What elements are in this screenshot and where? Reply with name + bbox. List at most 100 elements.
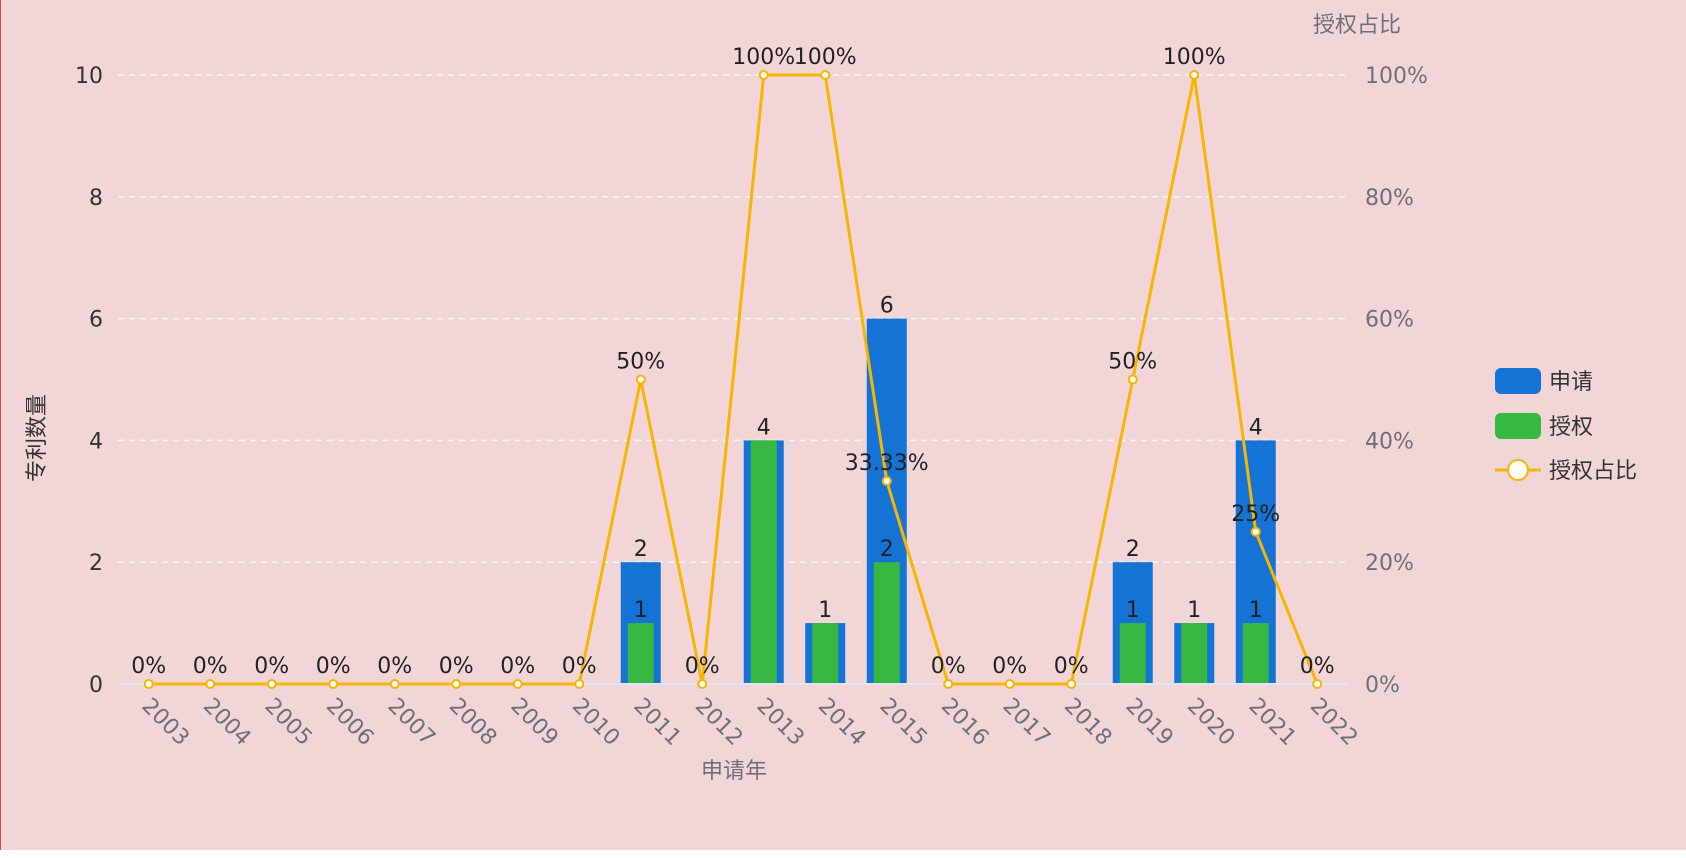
bar-series [620,318,1276,684]
y-tick-label: 4 [89,429,103,454]
ratio-point [512,679,523,689]
bar-grant [812,623,839,684]
ratio-point [266,679,277,689]
y2-tick-label: 0% [1365,673,1400,698]
y2-tick-label: 100% [1365,64,1428,89]
ratio-point [881,476,892,487]
legend-swatch-grant [1495,413,1541,439]
line-label-ratio: 0% [1054,654,1089,679]
x-axis-title: 申请年 [701,759,767,784]
y-axis-right: 0% 20% 40% 60% 80% 100% [1365,64,1428,698]
legend-label-application: 申请 [1549,370,1593,395]
ratio-point [1127,374,1138,385]
bar-label-grant: 1 [634,598,648,623]
legend-swatch-ratio-marker [1507,459,1529,481]
x-tick-label: 2004 [198,694,255,751]
ratio-point [389,679,400,689]
ratio-point [205,679,216,689]
line-label-ratio: 0% [193,654,228,679]
ratio-point [451,679,462,689]
legend-swatch-application [1495,368,1541,394]
x-axis: 2003 2004 2005 2006 2007 2008 2009 2010 2011 2012… [118,683,1362,751]
bar-grant [1181,623,1208,684]
ratio-point [1312,679,1323,689]
y-axis-left: 0 2 4 6 8 10 [75,64,103,698]
x-tick-label: 2011 [629,694,686,751]
y2-tick-label: 80% [1365,186,1414,211]
line-label-ratio: 0% [254,654,289,679]
x-tick-label: 2003 [137,694,194,751]
bar-grant [627,623,654,684]
y-tick-label: 10 [75,64,103,89]
x-tick-label: 2007 [383,694,440,751]
ratio-point [143,679,154,689]
x-tick-label: 2013 [752,694,809,751]
x-tick-label: 2008 [444,694,501,751]
line-label-ratio: 100% [794,45,857,70]
x-tick-label: 2017 [998,694,1055,751]
x-tick-label: 2005 [260,694,317,751]
bar-label-grant: 2 [880,537,894,562]
line-label-ratio: 0% [131,654,166,679]
bar-grant [873,562,900,684]
bar-label-application: 4 [757,415,771,440]
line-label-ratio: 0% [562,654,597,679]
line-label-ratio: 100% [1163,45,1226,70]
line-label-ratio: 0% [500,654,535,679]
x-tick-label: 2022 [1305,694,1362,751]
x-tick-label: 2012 [690,694,747,751]
bar-label-application: 2 [634,537,648,562]
legend-label-grant: 授权 [1549,415,1593,440]
bar-grant [1242,623,1269,684]
line-series [143,70,1323,689]
line-label-ratio: 100% [732,45,795,70]
y2-tick-label: 40% [1365,429,1414,454]
x-tick-label: 2015 [875,694,932,751]
ratio-point [1004,679,1015,689]
line-label-ratio: 50% [616,350,665,375]
line-label-ratio: 25% [1231,502,1280,527]
line-label-ratio: 0% [316,654,351,679]
bottom-edge [0,850,1686,858]
x-tick-label: 2019 [1121,694,1178,751]
y-axis-title: 专利数量 [25,394,50,482]
x-tick-label: 2009 [506,694,563,751]
ratio-point [328,679,339,689]
bar-label-application: 1 [818,598,832,623]
line-label-ratio: 50% [1108,350,1157,375]
line-label-ratio: 0% [992,654,1027,679]
bar-label-grant: 1 [1249,598,1263,623]
line-label-ratio: 0% [685,654,720,679]
line-label-ratio: 33.33% [845,451,929,476]
y-tick-label: 6 [89,308,103,333]
ratio-point [1250,526,1261,537]
x-tick-label: 2021 [1244,694,1301,751]
ratio-point [1066,679,1077,689]
x-tick-label: 2020 [1182,694,1239,751]
bar-grant [750,440,777,684]
y-tick-label: 8 [89,186,103,211]
bar-label-application: 6 [880,294,894,319]
legend-label-ratio: 授权占比 [1549,459,1637,484]
ratio-point [1189,70,1200,80]
x-tick-label: 2016 [936,694,993,751]
ratio-point [635,374,646,385]
grid-lines [118,74,1348,563]
ratio-point [697,679,708,689]
line-label-ratio: 0% [439,654,474,679]
line-label-ratio: 0% [1300,654,1335,679]
y2-axis-title: 授权占比 [1313,13,1401,38]
x-tick-label: 2010 [567,694,624,751]
line-label-ratio: 0% [931,654,966,679]
ratio-point [574,679,585,689]
x-tick-label: 2006 [321,694,378,751]
bar-label-application: 1 [1187,598,1201,623]
y2-tick-label: 60% [1365,308,1414,333]
ratio-point [758,70,769,80]
x-tick-label: 2018 [1059,694,1116,751]
bar-grant [1119,623,1146,684]
